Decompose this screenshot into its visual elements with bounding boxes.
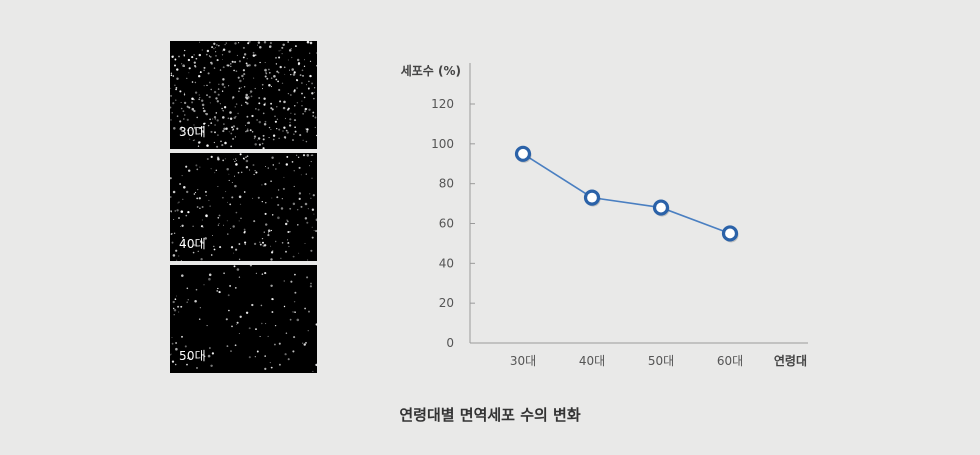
panel-label: 50대 xyxy=(179,349,206,363)
micrograph-panel-40s: 40대 xyxy=(170,153,317,261)
y-tick-label: 20 xyxy=(439,296,454,310)
y-tick-label: 120 xyxy=(431,97,454,111)
data-point xyxy=(652,199,670,216)
y-tick-label: 0 xyxy=(446,336,454,350)
figure-caption: 연령대별 면역세포 수의 변화 xyxy=(399,406,581,424)
x-tick-label: 40대 xyxy=(579,354,605,368)
y-tick-label: 80 xyxy=(439,177,454,191)
data-point xyxy=(721,225,739,242)
panel-label: 40대 xyxy=(179,237,206,251)
data-point xyxy=(583,189,601,206)
cell-dots xyxy=(170,265,317,372)
y-tick-label: 60 xyxy=(439,217,454,231)
cell-dots xyxy=(170,41,317,149)
cell-dots xyxy=(170,153,317,261)
y-tick-labels: 0 20 40 60 80 100 120 xyxy=(431,97,475,350)
micrograph-panel-50s: 50대 xyxy=(170,265,317,373)
micrograph-panel-30s: 30대 xyxy=(170,41,317,149)
line-chart: 0 20 40 60 80 100 120 30대 40대 50대 60대 세포수 (%) 연령대 xyxy=(401,63,808,368)
x-tick-label: 50대 xyxy=(648,354,674,368)
panel-label: 30대 xyxy=(179,125,206,139)
data-point xyxy=(514,145,532,162)
series-polyline xyxy=(522,153,731,235)
x-tick-label: 30대 xyxy=(510,354,536,368)
x-tick-label: 60대 xyxy=(717,354,743,368)
chart-axes xyxy=(469,63,808,344)
x-axis-label: 연령대 xyxy=(774,353,807,368)
y-axis-label: 세포수 (%) xyxy=(401,63,461,78)
y-tick-label: 100 xyxy=(431,137,454,151)
y-tick-label: 40 xyxy=(439,256,454,270)
series-line xyxy=(514,145,739,243)
x-category-labels: 30대 40대 50대 60대 xyxy=(510,354,743,368)
